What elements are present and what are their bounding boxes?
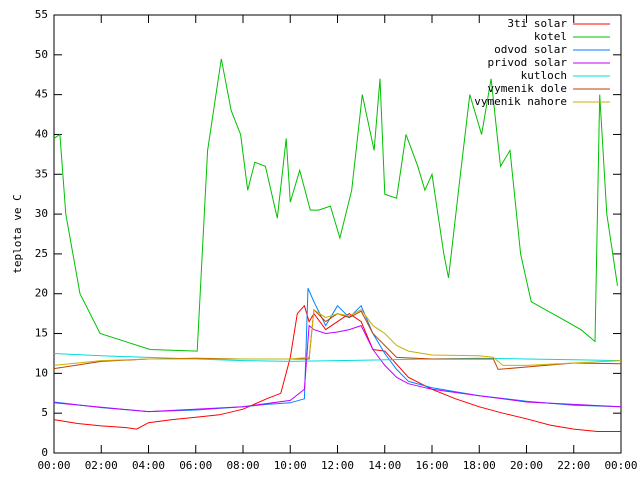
y-tick-label: 25: [35, 247, 48, 260]
series-line: [53, 308, 622, 366]
legend-label: kotel: [534, 30, 567, 43]
y-tick-label: 0: [41, 446, 48, 459]
series-line: [53, 304, 621, 432]
y-axis-label: teplota ve C: [11, 194, 24, 273]
series-line: [53, 324, 622, 413]
y-tick-label: 50: [35, 48, 48, 61]
legend-label: 3ti solar: [507, 17, 567, 30]
x-tick-label: 00:00: [604, 459, 637, 472]
y-tick-label: 10: [35, 366, 48, 379]
legend-label: vymenik nahore: [474, 95, 567, 108]
legend-label: privod solar: [488, 56, 568, 69]
x-tick-label: 18:00: [463, 459, 496, 472]
y-tick-label: 30: [35, 207, 48, 220]
y-tick-label: 45: [35, 88, 48, 101]
x-tick-label: 22:00: [557, 459, 590, 472]
series-line: [53, 58, 618, 352]
y-tick-label: 15: [35, 327, 48, 340]
x-tick-label: 02:00: [85, 459, 118, 472]
x-tick-label: 12:00: [321, 459, 354, 472]
y-tick-label: 5: [41, 406, 48, 419]
legend-label: vymenik dole: [488, 82, 567, 95]
y-tick-label: 40: [35, 127, 48, 140]
y-tick-label: 20: [35, 287, 48, 300]
x-tick-label: 10:00: [274, 459, 307, 472]
y-tick-label: 55: [35, 8, 48, 21]
x-tick-label: 00:00: [37, 459, 70, 472]
x-tick-label: 04:00: [132, 459, 165, 472]
x-tick-label: 14:00: [368, 459, 401, 472]
x-tick-label: 06:00: [179, 459, 212, 472]
x-tick-label: 16:00: [415, 459, 448, 472]
series-line: [53, 353, 622, 362]
legend-label: odvod solar: [494, 43, 567, 56]
legend-label: kutloch: [521, 69, 567, 82]
y-tick-label: 35: [35, 167, 48, 180]
series-line: [53, 287, 622, 413]
x-tick-label: 20:00: [510, 459, 543, 472]
x-tick-label: 08:00: [226, 459, 259, 472]
